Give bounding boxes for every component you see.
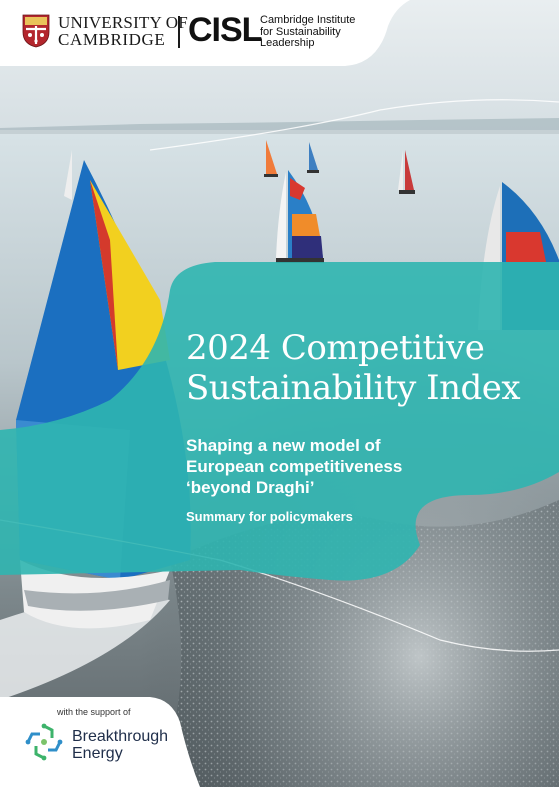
report-title: 2024 Competitive Sustainability Index <box>186 328 546 408</box>
university-logo: UNIVERSITY OF CAMBRIDGE <box>22 14 188 48</box>
partner-name-line1: Breakthrough <box>72 728 169 745</box>
footer-tab-shape <box>0 697 200 787</box>
cisl-name-line3: Leadership <box>260 37 315 49</box>
report-subtitle-line2: European competitiveness <box>186 457 403 476</box>
report-subtitle-line3: ‘beyond Draghi’ <box>186 478 315 497</box>
logo-divider <box>178 16 180 48</box>
partner-name: Breakthrough Energy <box>72 728 168 762</box>
report-subtitle: Shaping a new model of European competit… <box>186 435 486 498</box>
university-name-line1: UNIVERSITY OF <box>58 13 188 32</box>
sailboat-far-1 <box>264 140 278 177</box>
university-name-line2: CAMBRIDGE <box>58 30 166 49</box>
report-subtitle-line1: Shaping a new model of <box>186 436 381 455</box>
cambridge-shield-icon <box>22 14 50 48</box>
cisl-full-name: Cambridge Institute for Sustainability L… <box>260 14 380 50</box>
cisl-name-line2: for Sustainability <box>260 25 341 38</box>
sailboat-far-3 <box>398 150 415 194</box>
report-title-line2: Sustainability Index <box>186 368 521 408</box>
support-label: with the support of <box>57 707 131 717</box>
sailboat-mid <box>276 170 324 263</box>
cisl-name-line1: Cambridge Institute <box>260 14 356 26</box>
cover-title-block: 2024 Competitive Sustainability Index Sh… <box>186 328 546 525</box>
header-tab-shape <box>0 0 410 66</box>
sailboat-far-2 <box>307 142 319 173</box>
breakthrough-energy-icon <box>25 723 63 761</box>
cisl-acronym: CISL <box>188 11 262 49</box>
teal-panel <box>0 262 559 581</box>
report-title-line1: 2024 Competitive <box>186 328 485 368</box>
partner-name-line2: Energy <box>72 745 123 762</box>
summary-label: Summary for policymakers <box>186 509 353 524</box>
